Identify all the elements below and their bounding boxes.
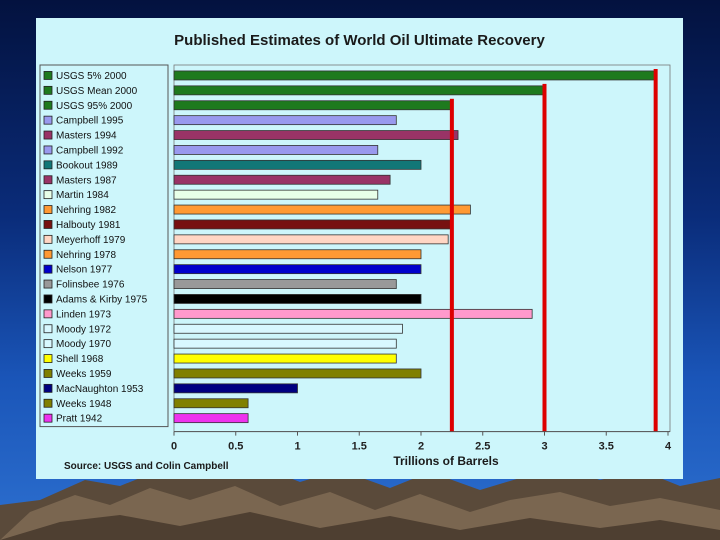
bar	[173, 70, 657, 81]
bar	[173, 264, 422, 275]
legend-label: Moody 1970	[56, 339, 111, 350]
bar	[173, 323, 403, 334]
legend-swatch	[43, 249, 53, 259]
bar	[173, 398, 249, 409]
legend-swatch	[43, 71, 53, 80]
chart-title: Published Estimates of World Oil Ultimat…	[174, 32, 545, 49]
legend-label: Nehring 1982	[56, 205, 116, 216]
legend-label: Campbell 1995	[56, 116, 124, 127]
bar	[173, 294, 422, 304]
bar	[173, 174, 391, 185]
bar	[173, 85, 545, 96]
bar	[173, 189, 379, 200]
bar	[173, 204, 471, 215]
legend-swatch	[43, 279, 53, 289]
legend-swatch	[43, 339, 53, 349]
legend-swatch	[43, 383, 53, 393]
bar	[173, 338, 397, 349]
reference-line	[449, 98, 454, 432]
legend-swatch	[43, 294, 53, 304]
bar	[173, 219, 453, 230]
legend-swatch	[43, 309, 53, 319]
legend-swatch	[43, 369, 53, 378]
x-tick-label: 3	[541, 441, 547, 453]
legend-label: Nelson 1977	[56, 265, 113, 276]
legend-label: Martin 1984	[56, 190, 109, 201]
legend-swatch	[43, 175, 53, 185]
source-note: Source: USGS and Colin Campbell	[64, 461, 229, 472]
legend-label: Nehring 1978	[56, 250, 116, 261]
bar	[173, 234, 449, 245]
legend-label: Campbell 1992	[56, 145, 124, 156]
legend-box	[39, 64, 169, 428]
legend-swatch	[43, 220, 53, 229]
legend-swatch	[43, 398, 53, 408]
legend-label: Masters 1994	[56, 131, 117, 142]
bar	[173, 145, 379, 155]
legend-label: Weeks 1959	[56, 369, 112, 380]
bar	[173, 279, 397, 289]
x-tick-label: 2	[418, 441, 424, 453]
legend-label: MacNaughton 1953	[56, 384, 144, 395]
legend-label: Adams & Kirby 1975	[56, 294, 148, 305]
bar	[173, 383, 298, 394]
legend-swatch	[43, 145, 53, 155]
legend-swatch	[43, 130, 53, 140]
legend-swatch	[43, 190, 53, 200]
bar	[173, 100, 453, 111]
x-tick-label: 0.5	[228, 441, 243, 453]
bar-chart: USGS 5% 2000 USGS Mean 2000 USGS 95% 2000 C…	[39, 64, 672, 453]
legend-label: Pratt 1942	[56, 414, 103, 425]
reference-line	[542, 83, 547, 432]
bar	[173, 130, 459, 140]
reference-line	[653, 69, 658, 432]
legend-swatch	[43, 160, 53, 170]
x-tick-label: 2.5	[475, 441, 490, 453]
legend-swatch	[43, 115, 53, 125]
legend-label: Meyerhoff 1979	[56, 235, 126, 246]
x-tick-label: 1.5	[352, 441, 367, 453]
chart-panel: Published Estimates of World Oil Ultimat…	[36, 18, 683, 479]
x-tick-label: 1	[294, 441, 300, 453]
legend-label: Linden 1973	[56, 309, 111, 320]
x-tick-label: 3.5	[599, 441, 614, 453]
legend-swatch	[43, 234, 53, 244]
legend-label: Moody 1972	[56, 324, 111, 335]
legend-label: Weeks 1948	[56, 399, 112, 410]
legend-swatch	[43, 413, 53, 423]
x-axis-label: Trillions of Barrels	[393, 454, 499, 468]
legend-swatch	[43, 324, 53, 334]
legend-swatch	[43, 85, 53, 95]
legend-label: USGS Mean 2000	[56, 86, 138, 97]
bar	[173, 249, 422, 260]
bar	[173, 115, 397, 126]
bar	[173, 308, 533, 319]
bar	[173, 413, 249, 424]
legend-swatch	[43, 264, 53, 274]
legend-label: Shell 1968	[56, 354, 104, 365]
x-tick-label: 4	[665, 441, 672, 453]
legend-label: USGS 5% 2000	[56, 71, 127, 82]
legend-swatch	[43, 205, 53, 214]
legend-swatch	[43, 100, 53, 110]
legend-label: Masters 1987	[56, 175, 117, 186]
bar	[173, 159, 422, 170]
legend-label: Folinsbee 1976	[56, 280, 125, 291]
bar	[173, 368, 422, 379]
legend-label: Halbouty 1981	[56, 220, 121, 231]
legend-label: Bookout 1989	[56, 160, 118, 171]
x-tick-label: 0	[171, 441, 177, 453]
bar	[173, 353, 397, 364]
legend-swatch	[43, 354, 53, 363]
legend-label: USGS 95% 2000	[56, 101, 133, 112]
